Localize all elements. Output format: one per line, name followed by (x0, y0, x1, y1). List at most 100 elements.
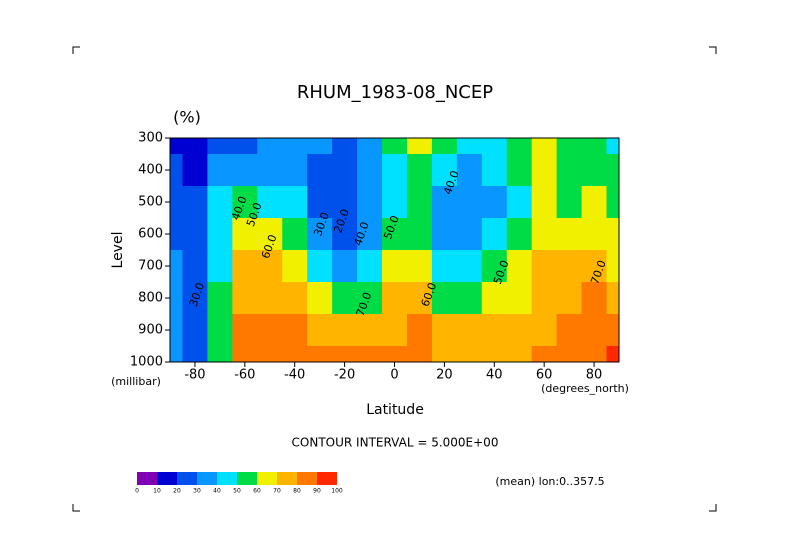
x-tick-label: 80 (586, 368, 603, 383)
field-cell (307, 186, 333, 219)
field-cell (406, 154, 433, 187)
colorbar-box (217, 472, 237, 485)
footnote: (mean) lon:0..357.5 (495, 475, 604, 488)
colorbar-box (237, 472, 257, 485)
y-tick-label: 600 (138, 227, 163, 242)
field-cell (431, 250, 458, 283)
x-axis-label: Latitude (366, 402, 424, 418)
field-cell (357, 154, 383, 187)
field-cell (456, 218, 483, 251)
colorbar-label: 70 (273, 488, 281, 495)
chart-title: RHUM_1983-08_NCEP (297, 82, 493, 103)
colorbar-label: 60 (253, 488, 261, 495)
field-cell (506, 218, 533, 251)
field-cell (606, 282, 619, 315)
field-cell (207, 138, 233, 155)
field-cell (282, 218, 308, 251)
field-cell (332, 186, 358, 219)
field-cell (406, 218, 433, 251)
field-cell (232, 346, 258, 362)
field-cell (581, 282, 608, 315)
corner-mark (709, 504, 717, 512)
field-cell (207, 154, 233, 187)
x-tick-label: 0 (390, 368, 398, 383)
field-cell (481, 218, 508, 251)
field-cell (382, 154, 408, 187)
field-cell (282, 250, 308, 283)
field-cell (481, 250, 508, 283)
field-cell (606, 314, 619, 347)
field-cell (170, 250, 183, 283)
field-cell (382, 282, 408, 315)
field-cell (382, 346, 408, 362)
corner-mark (72, 46, 80, 54)
unit-label: (%) (173, 108, 201, 127)
colorbar-label: 20 (173, 488, 181, 495)
field-cell (307, 218, 333, 251)
field-cell (182, 282, 208, 315)
field-cell (606, 250, 619, 283)
colorbar-box (177, 472, 197, 485)
field-cell (207, 346, 233, 362)
field-cell (431, 314, 458, 347)
colorbar-label: 100 (331, 488, 343, 495)
field-cell (431, 186, 458, 219)
field-cell (581, 346, 608, 362)
y-tick-label: 800 (138, 291, 163, 306)
field-cell (431, 218, 458, 251)
field-cell (431, 282, 458, 315)
field-cell (556, 282, 583, 315)
field-cell (332, 154, 358, 187)
colorbar-box (137, 472, 157, 485)
x-tick-label: 40 (486, 368, 503, 383)
y-tick-label: 1000 (130, 355, 163, 370)
field-cell (182, 154, 208, 187)
field-cell (182, 218, 208, 251)
field-cell (506, 282, 533, 315)
field-cell (382, 218, 408, 251)
field-cell (257, 314, 283, 347)
field-cell (182, 346, 208, 362)
field-cell (257, 186, 283, 219)
field-cell (232, 314, 258, 347)
field-cell (257, 138, 283, 155)
field-cell (531, 314, 558, 347)
corner-mark (709, 46, 717, 54)
field-cell (556, 218, 583, 251)
y-unit-label: (millibar) (111, 375, 161, 388)
field-cell (282, 282, 308, 315)
colorbar-label: 10 (153, 488, 161, 495)
field-cell (531, 154, 558, 187)
field-cell (456, 282, 483, 315)
colorbar-label: 40 (213, 488, 221, 495)
field-cell (382, 186, 408, 219)
field-cell (506, 250, 533, 283)
field-cell (282, 138, 308, 155)
colorbar-box (317, 472, 337, 485)
x-tick-label: -80 (184, 368, 205, 383)
colorbar-label: 50 (233, 488, 241, 495)
field-cell (207, 282, 233, 315)
field-cell (257, 218, 283, 251)
field-cell (257, 282, 283, 315)
field-cell (506, 346, 533, 362)
field-cell (506, 314, 533, 347)
field-cell (282, 154, 308, 187)
field-cell (506, 138, 533, 155)
field-cell (232, 154, 258, 187)
colorbar-box (197, 472, 217, 485)
field-cell (357, 218, 383, 251)
field-cell (556, 314, 583, 347)
field-cell (481, 314, 508, 347)
field-cell (531, 218, 558, 251)
field-cell (581, 186, 608, 219)
colorbar-label: 0 (135, 488, 139, 495)
field-cell (406, 314, 433, 347)
field-cell (232, 282, 258, 315)
field-cell (332, 138, 358, 155)
corner-mark (72, 504, 80, 512)
field-cell (531, 346, 558, 362)
field-cell (332, 314, 358, 347)
y-axis-label: Level (110, 232, 126, 269)
